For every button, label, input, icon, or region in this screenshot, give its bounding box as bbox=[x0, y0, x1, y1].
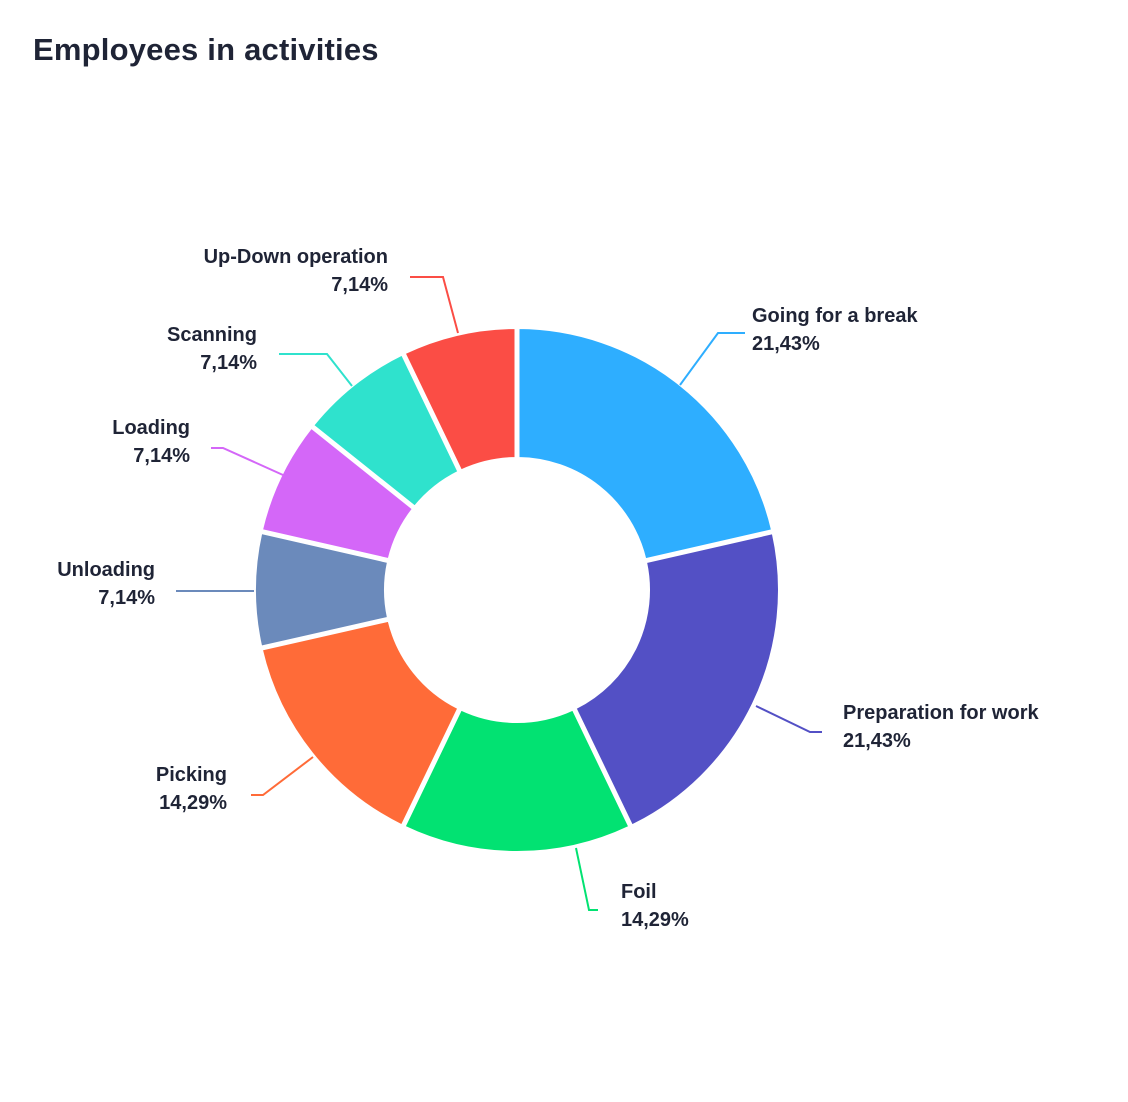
slice-scanning[interactable] bbox=[312, 353, 460, 508]
slice-label-value: 7,14% bbox=[331, 274, 388, 296]
slice-label-name: Going for a break bbox=[752, 305, 918, 327]
leader-line bbox=[575, 847, 598, 911]
slice-label-value: 7,14% bbox=[200, 352, 257, 374]
slice-label-value: 7,14% bbox=[98, 587, 155, 609]
slice-label-name: Up-Down operation bbox=[204, 246, 388, 268]
slice-label-value: 21,43% bbox=[843, 730, 911, 752]
slice-picking[interactable] bbox=[260, 619, 460, 827]
leader-line bbox=[755, 705, 822, 733]
slice-going-for-a-break[interactable] bbox=[517, 327, 774, 561]
slice-label-name: Picking bbox=[156, 764, 227, 786]
slice-unloading[interactable] bbox=[254, 532, 389, 648]
leader-line bbox=[679, 332, 745, 386]
slice-label-value: 7,14% bbox=[133, 445, 190, 467]
chart-title: Employees in activities bbox=[33, 32, 379, 67]
leader-line bbox=[211, 447, 284, 476]
slice-label-value: 14,29% bbox=[159, 792, 227, 814]
leader-line bbox=[279, 353, 353, 387]
slice-label-value: 14,29% bbox=[621, 909, 689, 931]
slice-up-down-operation[interactable] bbox=[403, 327, 517, 472]
slice-label-name: Unloading bbox=[57, 559, 155, 581]
leader-line bbox=[410, 276, 459, 334]
slice-loading[interactable] bbox=[260, 426, 414, 561]
slice-label-name: Preparation for work bbox=[843, 702, 1039, 724]
leader-line bbox=[251, 756, 314, 796]
slice-preparation-for-work[interactable] bbox=[574, 532, 780, 827]
slice-label-value: 21,43% bbox=[752, 333, 820, 355]
slice-label-name: Scanning bbox=[167, 324, 257, 346]
slice-label-name: Loading bbox=[112, 417, 190, 439]
slice-foil[interactable] bbox=[403, 708, 631, 853]
slice-label-name: Foil bbox=[621, 881, 657, 903]
